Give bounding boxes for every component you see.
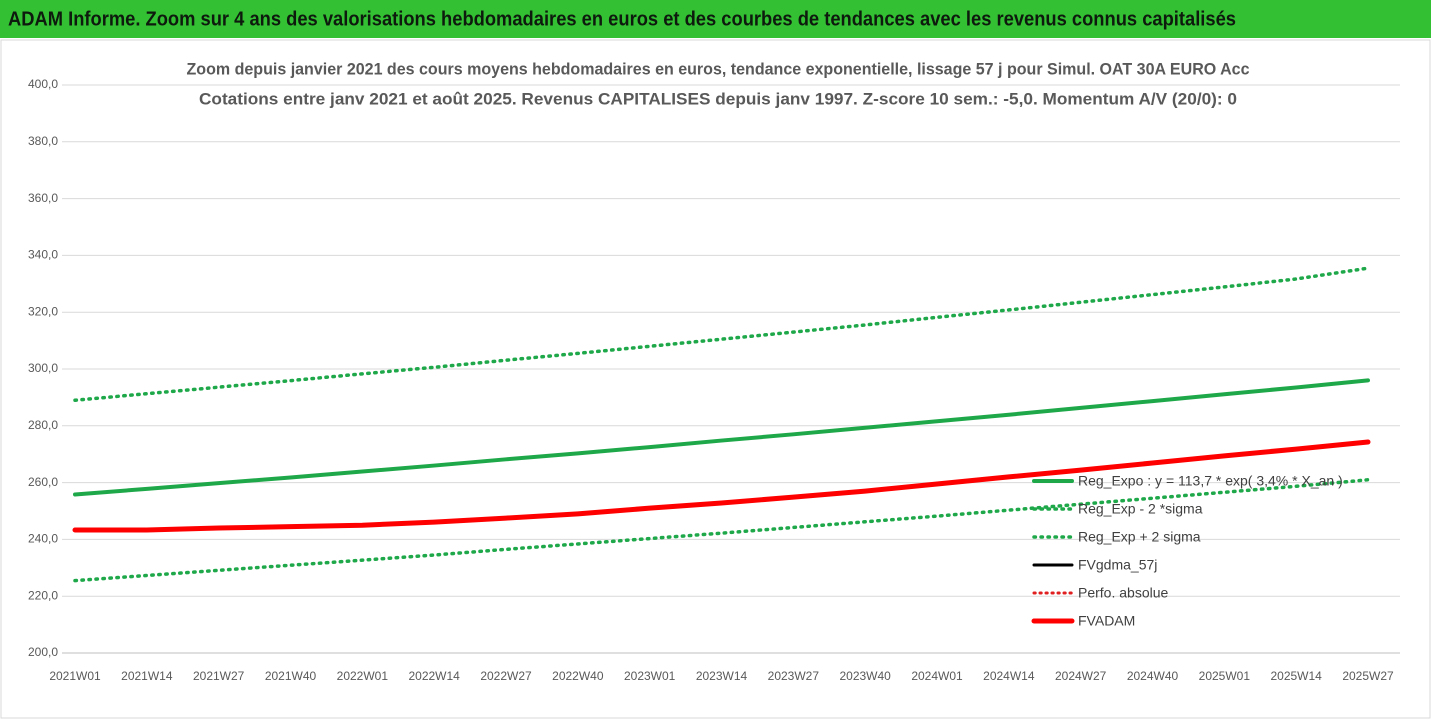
header-bar (0, 0, 1431, 38)
x-tick-label: 2022W01 (337, 669, 389, 683)
header-title: ADAM Informe. Zoom sur 4 ans des valoris… (8, 8, 1236, 30)
series-line (73, 266, 1370, 402)
chart-title: Zoom depuis janvier 2021 des cours moyen… (187, 59, 1250, 78)
y-tick-label: 220,0 (28, 588, 58, 602)
x-tick-label: 2021W40 (265, 669, 317, 683)
series-line (73, 378, 1370, 497)
x-tick-label: 2024W01 (911, 669, 963, 683)
chart-area (0, 39, 1431, 719)
x-tick-label: 2021W01 (49, 669, 101, 683)
y-tick-label: 280,0 (28, 418, 58, 432)
legend-label: FVADAM (1078, 613, 1135, 629)
y-tick-label: 300,0 (28, 361, 58, 375)
legend-label: Reg_Expo : y = 113,7 * exp( 3,4% * X_an … (1078, 473, 1343, 489)
y-tick-label: 240,0 (28, 532, 58, 546)
legend-label: FVgdma_57j (1078, 557, 1157, 573)
legend-label: Reg_Exp + 2 sigma (1078, 529, 1201, 545)
y-tick-label: 360,0 (28, 191, 58, 205)
x-tick-label: 2023W14 (696, 669, 748, 683)
y-tick-label: 380,0 (28, 134, 58, 148)
x-tick-label: 2022W40 (552, 669, 604, 683)
x-tick-label: 2023W27 (768, 669, 820, 683)
chart-subtitle: Cotations entre janv 2021 et août 2025. … (199, 89, 1237, 108)
y-tick-label: 340,0 (28, 248, 58, 262)
plot: 200,0 220,0 240,0 260,0 280,0 300,0 320,0 340,0… (28, 77, 1400, 683)
x-tick-label: 2025W27 (1342, 669, 1394, 683)
y-tick-label: 200,0 (28, 645, 58, 659)
x-tick-label: 2024W40 (1127, 669, 1179, 683)
x-tick-label: 2025W01 (1199, 669, 1251, 683)
x-tick-label: 2022W14 (408, 669, 460, 683)
y-tick-label: 400,0 (28, 77, 58, 91)
series-line (72, 439, 1371, 533)
x-tick-label: 2021W27 (193, 669, 245, 683)
x-tick-label: 2023W01 (624, 669, 676, 683)
legend-label: Perfo. absolue (1078, 585, 1168, 601)
x-tick-label: 2023W40 (839, 669, 891, 683)
x-tick-label: 2024W14 (983, 669, 1035, 683)
x-tick-label: 2025W14 (1270, 669, 1322, 683)
legend-label: Reg_Exp - 2 *sigma (1078, 501, 1203, 517)
series-line (73, 478, 1370, 583)
x-tick-label: 2021W14 (121, 669, 173, 683)
x-tick-label: 2022W27 (480, 669, 532, 683)
x-tick-label: 2024W27 (1055, 669, 1107, 683)
y-tick-label: 320,0 (28, 304, 58, 318)
y-tick-label: 260,0 (28, 475, 58, 489)
